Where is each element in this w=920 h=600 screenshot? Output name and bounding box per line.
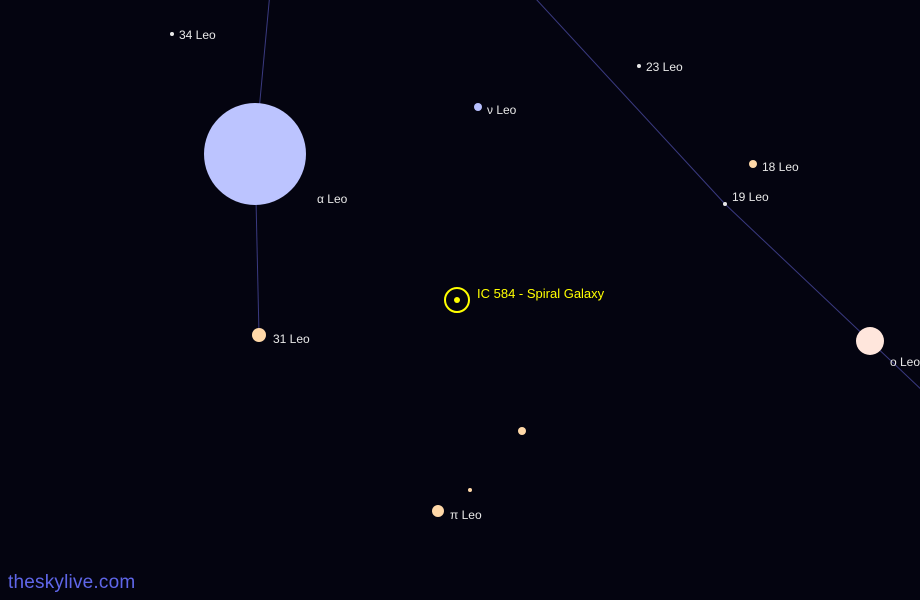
star-23-leo [637, 64, 641, 68]
star-label-pi-leo: π Leo [450, 508, 482, 522]
star-18-leo [749, 160, 757, 168]
star-faint-1 [518, 427, 526, 435]
star-label-31-leo: 31 Leo [273, 332, 310, 346]
target-label: IC 584 - Spiral Galaxy [477, 286, 604, 301]
star-19-leo [723, 202, 727, 206]
star-label-omicron-leo: ο Leo [890, 355, 920, 369]
star-label-19-leo: 19 Leo [732, 190, 769, 204]
star-alpha-leo [204, 103, 306, 205]
star-label-18-leo: 18 Leo [762, 160, 799, 174]
star-label-alpha-leo: α Leo [317, 192, 347, 206]
star-chart: theskylive.com α Leo 31 Leo 34 Leo ν Leo 23 … [0, 0, 920, 600]
star-faint-2 [468, 488, 472, 492]
star-label-nu-leo: ν Leo [487, 103, 516, 117]
star-omicron-leo [856, 327, 884, 355]
star-label-23-leo: 23 Leo [646, 60, 683, 74]
watermark-text: theskylive.com [8, 572, 135, 594]
star-label-34-leo: 34 Leo [179, 28, 216, 42]
target-dot [454, 297, 460, 303]
star-nu-leo [474, 103, 482, 111]
star-pi-leo [432, 505, 444, 517]
star-34-leo [170, 32, 174, 36]
star-31-leo [252, 328, 266, 342]
